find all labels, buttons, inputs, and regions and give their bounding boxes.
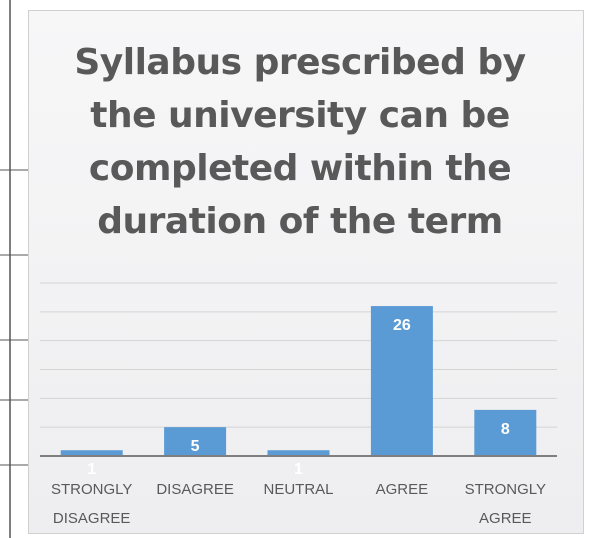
bar — [370, 306, 433, 456]
x-tick-label: STRONGLY DISAGREE — [50, 481, 133, 527]
x-tick-label: AGREE — [375, 481, 429, 498]
data-label: 1 — [87, 461, 96, 478]
data-label: 1 — [294, 461, 303, 478]
bar — [267, 450, 330, 456]
data-label: 8 — [501, 421, 510, 438]
bar — [474, 409, 537, 456]
data-label: 26 — [393, 317, 411, 334]
x-tick-label: DISAGREE — [156, 481, 234, 498]
x-tick-label: STRONGLY AGREE — [464, 481, 546, 527]
chart-title: Syllabus prescribed by the university ca… — [74, 42, 526, 242]
data-label: 5 — [191, 438, 200, 455]
bar — [164, 427, 227, 456]
x-tick-label: NEUTRAL — [263, 481, 334, 498]
bar — [60, 450, 123, 456]
